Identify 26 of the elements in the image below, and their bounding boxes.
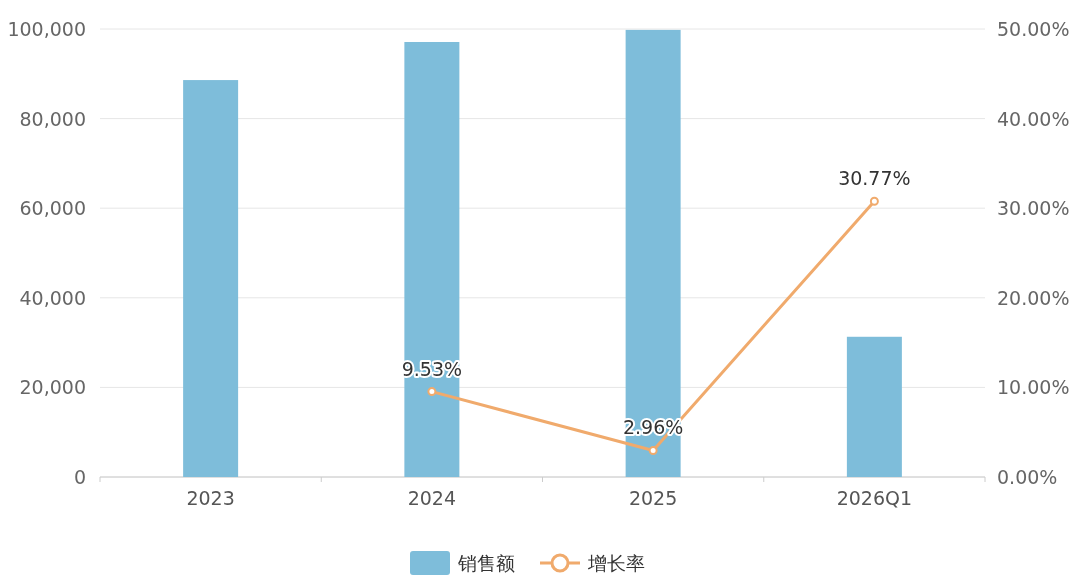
y-tick-label: 20,000 xyxy=(19,376,86,399)
x-tick-label: 2025 xyxy=(628,487,678,509)
y2-tick-label: 10.00% xyxy=(997,376,1070,399)
y-tick-label: 0 xyxy=(73,466,86,488)
x-tick-label: 2026Q1 xyxy=(836,487,913,509)
x-tick-label: 2024 xyxy=(407,487,457,509)
y2-tick-label: 30.00% xyxy=(997,197,1070,220)
y-tick-label: 80,000 xyxy=(19,107,86,130)
y-tick-label: 100,000 xyxy=(7,18,86,40)
bar xyxy=(625,29,681,477)
legend-label: 销售额 xyxy=(457,552,515,574)
y-tick-label: 60,000 xyxy=(19,197,86,220)
legend-label: 增长率 xyxy=(587,552,645,574)
y2-tick-label: 40.00% xyxy=(997,107,1070,130)
point xyxy=(869,196,879,206)
point xyxy=(648,445,658,455)
y2-tick-label: 0.00% xyxy=(997,466,1058,488)
x-tick-label: 2023 xyxy=(186,487,235,509)
y2-tick-label: 50.00% xyxy=(997,18,1070,40)
y2-tick-label: 20.00% xyxy=(997,286,1070,309)
bar xyxy=(404,41,460,477)
data-label: 30.77% xyxy=(838,167,911,190)
point xyxy=(427,387,437,397)
bar xyxy=(846,336,902,477)
y-tick-label: 40,000 xyxy=(19,286,86,309)
bar xyxy=(183,80,239,477)
